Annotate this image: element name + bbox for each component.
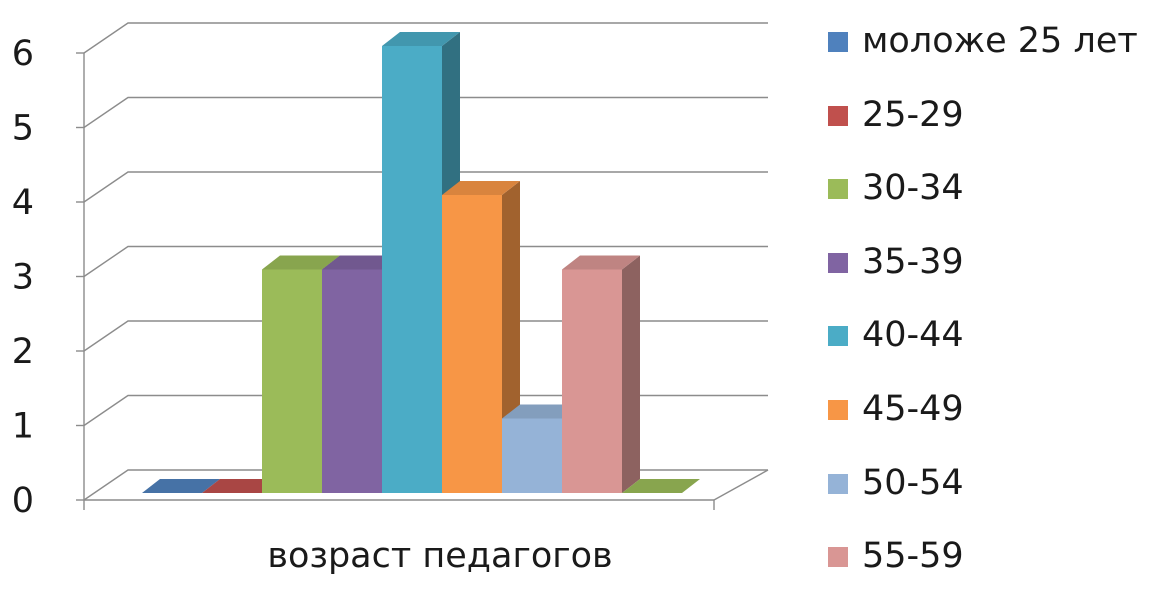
gridline (83, 320, 768, 352)
bar-top (502, 404, 580, 419)
gridline (83, 96, 768, 129)
y-tick-label: 6 (12, 34, 34, 74)
y-tick-label: 3 (12, 258, 34, 298)
y-tick-label: 4 (12, 183, 34, 223)
legend-label: 40-44 (862, 315, 964, 356)
legend-swatch (828, 399, 848, 420)
bar-top (622, 479, 700, 493)
chart-plot: 0 1 2 3 4 5 6 (12, 22, 769, 521)
bar-top (202, 479, 280, 493)
bar-side (622, 255, 640, 493)
legend-swatch (828, 326, 848, 347)
y-tick-label: 2 (12, 332, 34, 372)
bar-front (562, 269, 622, 493)
legend-swatch (828, 179, 848, 200)
legend-label: 35-39 (862, 241, 964, 282)
bar-top (142, 479, 220, 493)
legend-label: 55-59 (862, 536, 964, 577)
y-tick-label: 5 (12, 109, 34, 149)
bar-top (262, 255, 340, 270)
bar-top (562, 255, 640, 270)
legend-label: 50-54 (862, 462, 964, 503)
legend-label: моложе 25 лет (862, 21, 1138, 61)
x-category-label: возраст педагогов (267, 536, 613, 576)
bar-front (382, 46, 442, 493)
legend-label: 30-34 (862, 168, 964, 209)
bar-top (322, 255, 400, 270)
bar-front (262, 269, 322, 493)
legend-label: 25-29 (862, 94, 964, 135)
legend-swatch (828, 252, 848, 273)
gridline (83, 394, 768, 427)
y-tick-label: 0 (12, 481, 34, 521)
legend-label: 45-49 (862, 388, 964, 429)
legend-swatch (828, 105, 848, 126)
y-tick-label: 1 (12, 407, 34, 447)
gridline (83, 22, 768, 54)
gridline (83, 245, 768, 278)
bar-top (382, 32, 460, 46)
legend-swatch (828, 547, 848, 568)
legend-swatch (828, 473, 848, 494)
floor-right-edge (713, 469, 769, 501)
legend-swatch (828, 32, 848, 52)
bar-front (502, 418, 562, 493)
bar-top (442, 181, 520, 195)
gridline (83, 171, 768, 203)
bar-front (442, 195, 502, 493)
bar-front (322, 269, 382, 493)
